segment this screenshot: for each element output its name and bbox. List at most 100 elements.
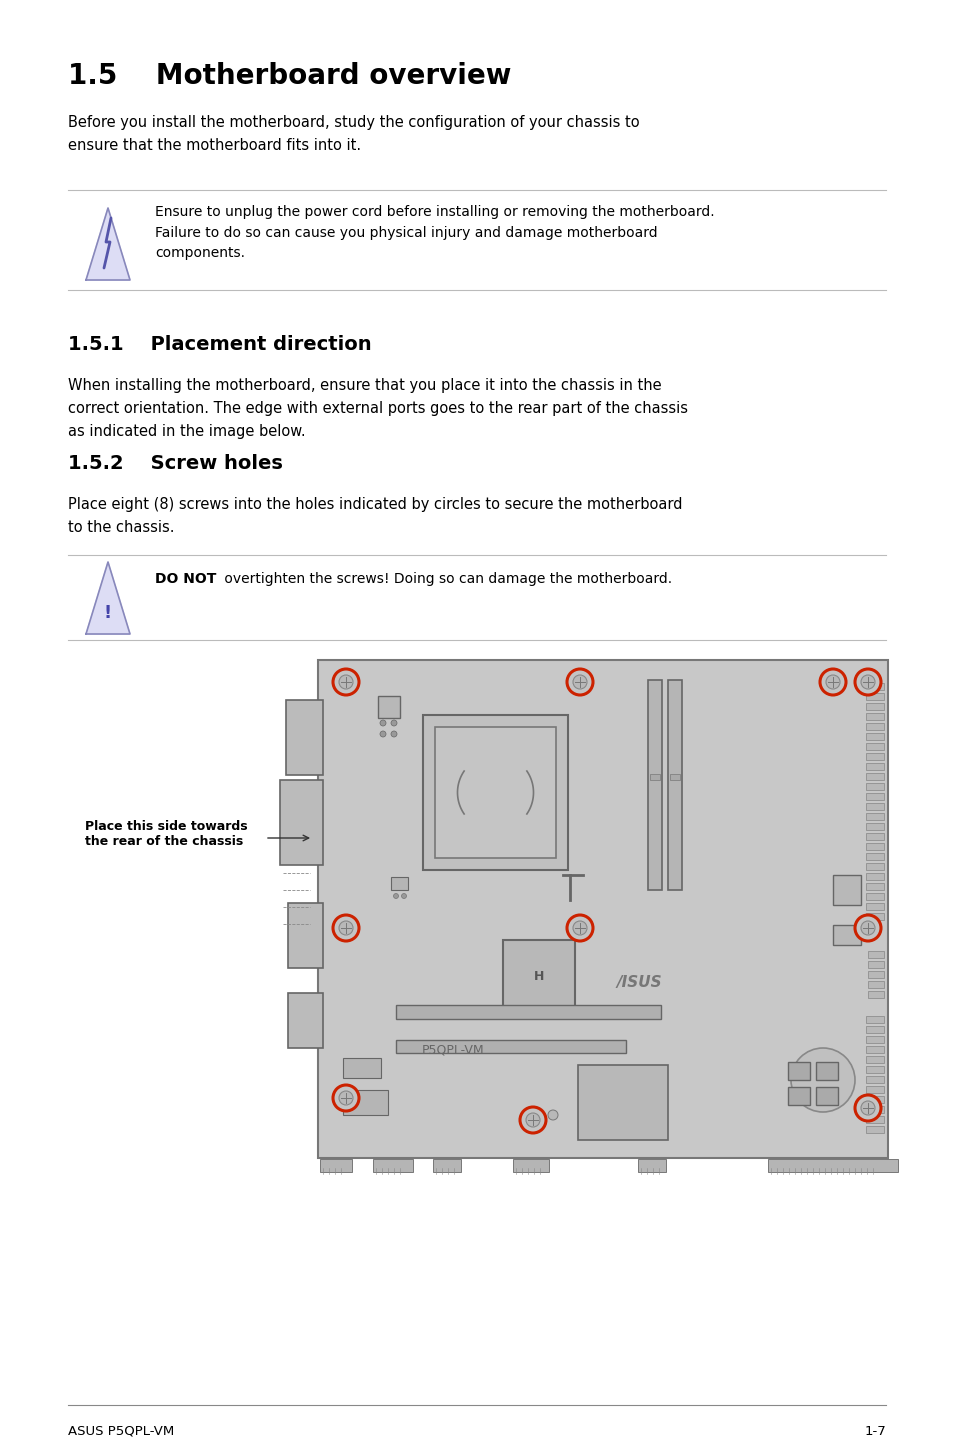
Circle shape	[338, 674, 353, 689]
Bar	[865, 784, 883, 789]
Bar	[865, 774, 883, 779]
Bar	[865, 833, 883, 840]
Bar	[395, 1005, 660, 1020]
Bar	[502, 940, 575, 1012]
Circle shape	[861, 1102, 874, 1114]
Polygon shape	[86, 562, 130, 634]
Text: /ISUS: /ISUS	[616, 975, 661, 991]
Bar	[433, 1159, 460, 1172]
Bar	[865, 1066, 883, 1073]
Circle shape	[854, 669, 880, 695]
Circle shape	[854, 1094, 880, 1122]
Circle shape	[333, 915, 358, 940]
Bar	[865, 733, 883, 741]
Bar	[638, 1159, 665, 1172]
Circle shape	[525, 1113, 539, 1127]
Polygon shape	[86, 209, 130, 280]
Bar	[865, 703, 883, 710]
Text: 1-7: 1-7	[863, 1425, 885, 1438]
Bar	[832, 925, 861, 945]
Bar	[373, 1159, 413, 1172]
Bar	[867, 951, 883, 958]
Bar	[865, 903, 883, 910]
Bar	[815, 1087, 837, 1104]
Bar	[865, 723, 883, 731]
Bar	[865, 823, 883, 830]
Circle shape	[393, 893, 398, 899]
Bar	[865, 1025, 883, 1032]
Circle shape	[401, 893, 406, 899]
Text: Place eight (8) screws into the holes indicated by circles to secure the motherb: Place eight (8) screws into the holes in…	[68, 498, 681, 535]
Bar	[865, 913, 883, 920]
Bar	[865, 883, 883, 890]
Text: 1.5.2    Screw holes: 1.5.2 Screw holes	[68, 454, 283, 473]
Circle shape	[861, 920, 874, 935]
Text: H: H	[534, 969, 543, 982]
Text: Place this side towards
the rear of the chassis: Place this side towards the rear of the …	[85, 820, 248, 848]
Circle shape	[338, 920, 353, 935]
Bar	[649, 774, 659, 779]
Text: When installing the motherboard, ensure that you place it into the chassis in th: When installing the motherboard, ensure …	[68, 378, 687, 439]
Bar	[286, 700, 323, 775]
Text: overtighten the screws! Doing so can damage the motherboard.: overtighten the screws! Doing so can dam…	[220, 572, 672, 587]
Bar	[767, 1159, 897, 1172]
Bar	[865, 1035, 883, 1043]
Bar	[391, 877, 408, 890]
Bar	[317, 660, 887, 1158]
Bar	[288, 994, 323, 1048]
Text: Before you install the motherboard, study the configuration of your chassis to
e: Before you install the motherboard, stud…	[68, 115, 639, 152]
Bar	[865, 873, 883, 880]
Bar	[395, 1040, 625, 1053]
Circle shape	[566, 669, 593, 695]
Bar	[280, 779, 323, 866]
Bar	[422, 715, 567, 870]
Circle shape	[566, 915, 593, 940]
Bar	[865, 754, 883, 761]
Bar	[865, 1126, 883, 1133]
Bar	[647, 680, 661, 890]
Bar	[787, 1063, 809, 1080]
Bar	[865, 1045, 883, 1053]
Bar	[865, 1086, 883, 1093]
Circle shape	[790, 1048, 854, 1112]
Bar	[865, 792, 883, 800]
Bar	[865, 713, 883, 720]
Circle shape	[379, 720, 386, 726]
Bar	[319, 1159, 352, 1172]
Bar	[865, 1017, 883, 1022]
Circle shape	[391, 731, 396, 738]
Bar	[435, 728, 556, 858]
Bar	[513, 1159, 548, 1172]
Circle shape	[854, 915, 880, 940]
Bar	[865, 863, 883, 870]
Bar	[377, 696, 399, 718]
Text: 1.5.1    Placement direction: 1.5.1 Placement direction	[68, 335, 372, 354]
Bar	[865, 812, 883, 820]
Bar	[815, 1063, 837, 1080]
Circle shape	[573, 674, 586, 689]
Bar	[865, 764, 883, 769]
Bar	[865, 1096, 883, 1103]
Circle shape	[820, 669, 845, 695]
Text: ASUS P5QPL-VM: ASUS P5QPL-VM	[68, 1425, 174, 1438]
Circle shape	[861, 674, 874, 689]
Bar	[865, 1055, 883, 1063]
Circle shape	[333, 669, 358, 695]
Circle shape	[333, 1086, 358, 1112]
Bar	[867, 991, 883, 998]
Text: DO NOT: DO NOT	[154, 572, 216, 587]
Text: P5QPL-VM: P5QPL-VM	[421, 1044, 484, 1057]
Bar	[867, 961, 883, 968]
Bar	[288, 903, 323, 968]
Circle shape	[573, 920, 586, 935]
Bar	[865, 893, 883, 900]
Bar	[343, 1058, 380, 1078]
Text: Ensure to unplug the power cord before installing or removing the motherboard.
F: Ensure to unplug the power cord before i…	[154, 206, 714, 260]
Bar	[787, 1087, 809, 1104]
Circle shape	[547, 1110, 558, 1120]
Bar	[867, 971, 883, 978]
Bar	[578, 1066, 667, 1140]
Bar	[669, 774, 679, 779]
Text: 1.5    Motherboard overview: 1.5 Motherboard overview	[68, 62, 511, 91]
Bar	[867, 981, 883, 988]
